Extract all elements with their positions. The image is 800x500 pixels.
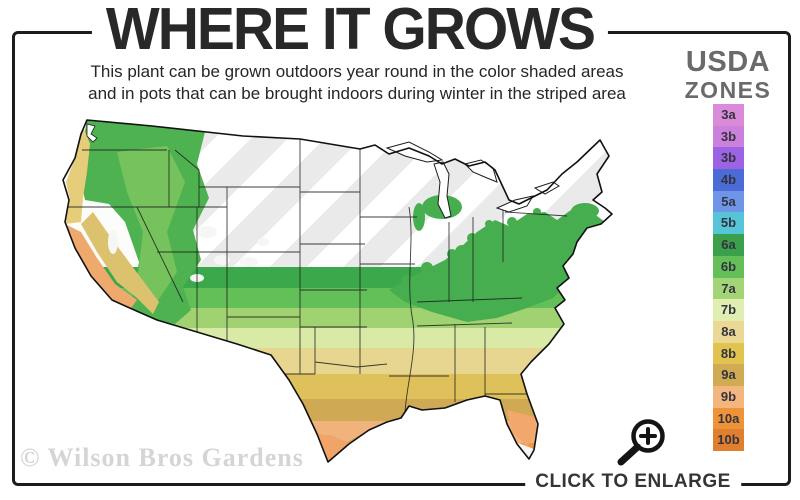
legend-zone-chip-3b-1: 3b xyxy=(713,125,744,148)
watermark: © Wilson Bros Gardens xyxy=(20,443,304,472)
magnifier-zoom-in-icon[interactable] xyxy=(608,412,672,470)
legend-title-usda: USDA xyxy=(685,46,771,78)
click-to-enlarge-button[interactable]: CLICK TO ENLARGE xyxy=(525,471,741,493)
legend-zone-chip-10a-14: 10a xyxy=(713,407,744,430)
legend-zone-chip-6b-7: 6b xyxy=(713,255,744,278)
legend-zone-chip-3a-0: 3a xyxy=(713,104,744,126)
subtitle-line-2: and in pots that can be brought indoors … xyxy=(88,84,626,103)
subtitle-line-1: This plant can be grown outdoors year ro… xyxy=(90,62,624,81)
legend-zone-chip-10b-15: 10b xyxy=(713,429,744,451)
legend-title-zones: ZONES xyxy=(684,77,772,103)
legend-zone-chip-9a-12: 9a xyxy=(713,364,744,386)
legend-zone-chip-7b-9: 7b xyxy=(713,299,744,321)
us-hardiness-zone-map xyxy=(62,119,613,463)
legend-zone-chip-6a-6: 6a xyxy=(713,234,744,256)
page-title: WHERE IT GROWS xyxy=(91,0,609,60)
subtitle: This plant can be grown outdoors year ro… xyxy=(88,61,626,105)
legend-zone-chip-4b-3: 4b xyxy=(713,169,744,191)
legend-zone-chip-8a-10: 8a xyxy=(713,320,744,343)
legend-zone-chip-3b-2: 3b xyxy=(713,147,744,170)
legend-zone-chip-8b-11: 8b xyxy=(713,342,744,365)
legend-zone-chip-5a-4: 5a xyxy=(713,190,744,213)
legend-zone-chip-7a-8: 7a xyxy=(713,277,744,300)
legend-zone-chip-5b-5: 5b xyxy=(713,212,744,235)
legend-zone-chip-9b-13: 9b xyxy=(713,385,744,408)
usda-zone-legend: 3a 3b 3b 4b 5a 5b 6a 6b 7a 7b 8a 8b 9a 9b 10a 10b xyxy=(713,104,744,451)
